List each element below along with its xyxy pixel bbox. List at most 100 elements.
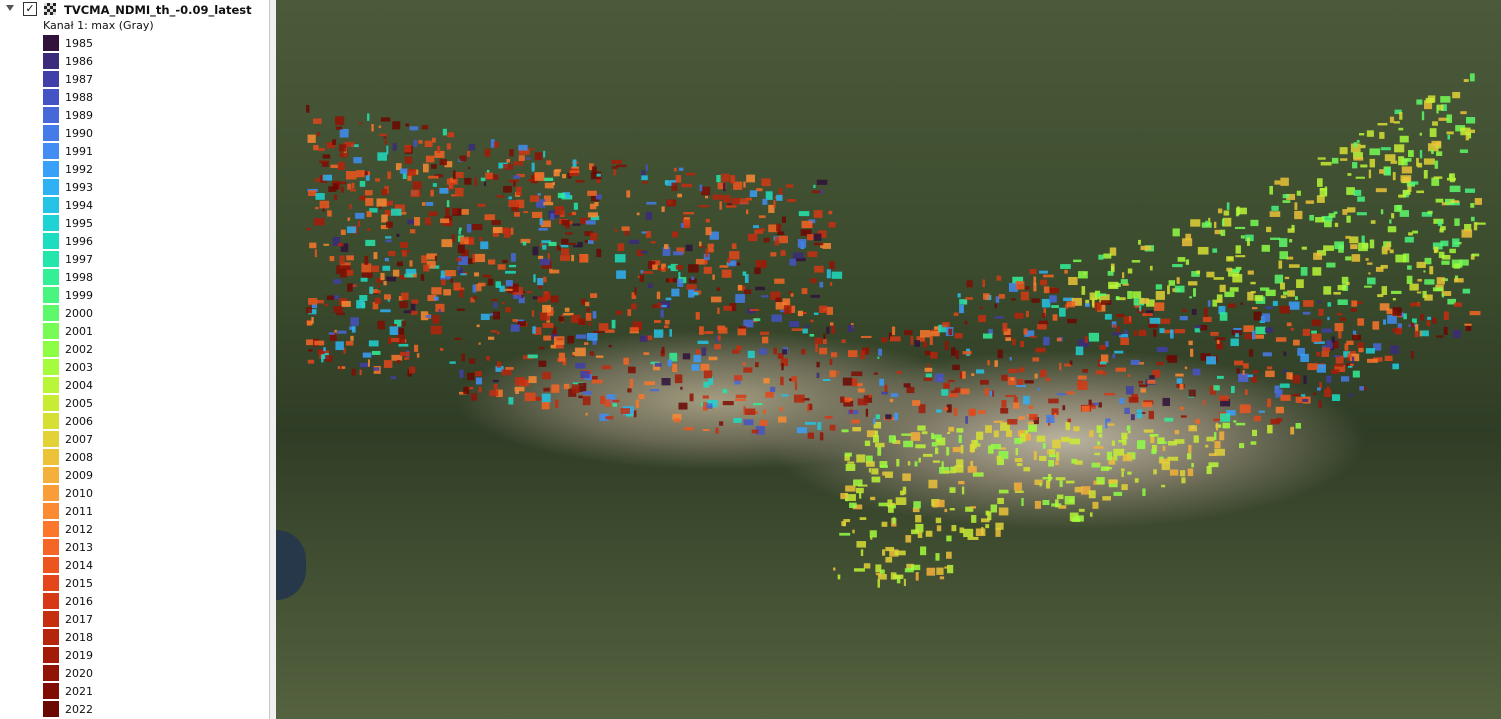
raster-patch — [676, 247, 685, 254]
raster-patch — [936, 409, 942, 413]
raster-patch — [1202, 316, 1212, 323]
raster-patch — [762, 198, 768, 205]
legend-label: 2011 — [65, 505, 93, 518]
raster-patch — [1438, 251, 1445, 259]
raster-patch — [409, 260, 413, 267]
raster-patch — [881, 337, 888, 343]
splitter[interactable] — [270, 0, 276, 719]
map-canvas[interactable] — [276, 0, 1501, 719]
expand-arrow[interactable] — [6, 5, 14, 11]
raster-patch — [372, 302, 379, 310]
raster-patch — [915, 572, 919, 581]
raster-patch — [585, 220, 596, 225]
raster-patch — [1347, 173, 1352, 176]
raster-patch — [916, 336, 926, 342]
raster-patch — [1468, 132, 1472, 139]
raster-patch — [322, 174, 333, 181]
raster-patch — [446, 143, 451, 150]
raster-patch — [1321, 328, 1332, 333]
raster-patch — [873, 421, 882, 429]
raster-patch — [1024, 380, 1034, 384]
legend-item: 2016 — [43, 593, 243, 609]
raster-patch — [1410, 322, 1414, 328]
layer-row[interactable]: ✓ TVCMA_NDMI_th_-0.09_latest — [0, 1, 269, 19]
layer-checkbox[interactable]: ✓ — [23, 2, 37, 16]
raster-patch — [705, 248, 709, 258]
raster-patch — [1190, 219, 1201, 227]
raster-patch — [449, 181, 454, 190]
raster-patch — [652, 260, 661, 266]
raster-patch — [891, 504, 896, 509]
raster-patch — [431, 287, 442, 295]
raster-patch — [434, 255, 438, 261]
raster-patch — [1034, 373, 1038, 379]
raster-patch — [794, 381, 798, 390]
raster-patch — [1454, 278, 1464, 283]
raster-patch — [674, 374, 683, 384]
raster-patch — [759, 331, 770, 335]
raster-patch — [749, 190, 758, 198]
raster-patch — [781, 363, 784, 371]
raster-patch — [828, 222, 836, 228]
raster-patch — [1220, 399, 1231, 407]
raster-patch — [456, 257, 462, 262]
raster-patch — [1028, 414, 1038, 421]
raster-patch — [1045, 480, 1051, 489]
raster-patch — [504, 288, 515, 291]
raster-patch — [529, 195, 540, 202]
raster-patch — [1459, 149, 1468, 153]
raster-patch — [356, 300, 365, 309]
legend-item: 1990 — [43, 125, 243, 141]
raster-patch — [706, 403, 713, 409]
raster-patch — [1321, 351, 1329, 357]
raster-patch — [810, 319, 814, 323]
raster-patch — [392, 323, 397, 327]
raster-patch — [407, 219, 417, 225]
raster-patch — [1242, 369, 1245, 375]
raster-patch — [503, 163, 514, 170]
raster-patch — [1217, 299, 1222, 303]
raster-patch — [589, 203, 597, 210]
raster-patch — [426, 253, 437, 260]
raster-patch — [459, 289, 464, 298]
raster-patch — [1420, 314, 1424, 321]
raster-patch — [995, 528, 1001, 537]
raster-patch — [756, 228, 766, 232]
raster-patch — [683, 211, 695, 215]
raster-patch — [588, 321, 592, 327]
raster-patch — [811, 190, 822, 194]
raster-patch — [561, 238, 569, 245]
raster-patch — [307, 359, 315, 364]
raster-patch — [952, 446, 961, 453]
raster-patch — [998, 451, 1009, 459]
raster-patch — [744, 274, 749, 283]
raster-patch — [516, 173, 525, 178]
raster-patch — [1323, 286, 1332, 295]
raster-patch — [1174, 329, 1186, 334]
raster-patch — [1317, 178, 1323, 187]
raster-patch — [779, 407, 783, 412]
raster-patch — [390, 208, 402, 216]
legend-label: 2019 — [65, 649, 93, 662]
raster-patch — [1261, 244, 1270, 252]
raster-patch — [1349, 236, 1359, 244]
raster-patch — [1275, 406, 1284, 414]
raster-patch — [1039, 455, 1047, 461]
raster-patch — [478, 386, 482, 393]
raster-patch — [306, 320, 313, 326]
raster-patch — [611, 319, 616, 329]
layer-name[interactable]: TVCMA_NDMI_th_-0.09_latest — [64, 3, 252, 17]
raster-patch — [892, 517, 896, 524]
raster-patch — [826, 326, 830, 334]
raster-patch — [664, 319, 670, 325]
raster-patch — [642, 271, 653, 274]
raster-patch — [894, 412, 899, 421]
raster-patch — [486, 169, 490, 173]
raster-patch — [434, 150, 445, 158]
raster-patch — [343, 141, 355, 148]
raster-patch — [335, 126, 343, 130]
raster-patch — [467, 372, 475, 381]
raster-patch — [1093, 446, 1104, 449]
raster-patch — [998, 489, 1009, 494]
raster-patch — [475, 377, 483, 385]
